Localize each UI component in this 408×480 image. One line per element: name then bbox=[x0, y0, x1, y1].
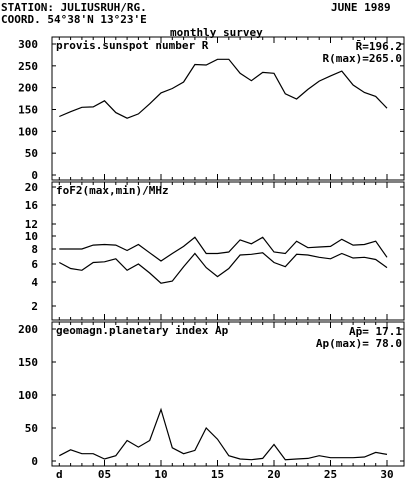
series-line-2 bbox=[59, 252, 388, 284]
max-annotation: Ap(max)= 78.0 bbox=[316, 337, 402, 350]
y-tick-label: 0 bbox=[31, 455, 38, 468]
x-tick-label: 05 bbox=[98, 468, 111, 480]
station-label: STATION: JULIUSRUH/RG. bbox=[1, 1, 147, 14]
y-tick-label: 100 bbox=[18, 125, 38, 138]
x-tick-label: 15 bbox=[211, 468, 224, 480]
series-line-1 bbox=[59, 236, 388, 262]
panel-frame-3 bbox=[51, 321, 405, 467]
panel-title: provis.sunspot number R bbox=[56, 39, 209, 52]
survey-label: monthly survey bbox=[170, 26, 263, 39]
y-tick-label: 8 bbox=[31, 243, 38, 256]
y-tick-label: 0 bbox=[31, 169, 38, 182]
mean-annotation: Ap̄= 17.1 bbox=[349, 325, 402, 338]
panel-frame-2 bbox=[51, 181, 405, 321]
y-tick-label: 150 bbox=[18, 104, 38, 117]
y-tick-label: 2 bbox=[31, 300, 38, 313]
panel-title: foF2(max,min)/MHz bbox=[56, 184, 169, 197]
y-tick-label: 200 bbox=[18, 82, 38, 95]
y-tick-label: 20 bbox=[25, 181, 38, 194]
y-tick-label: 200 bbox=[18, 323, 38, 336]
x-tick-label: d bbox=[56, 468, 63, 480]
panel-title: geomagn.planetary index Ap bbox=[56, 324, 229, 337]
y-tick-label: 100 bbox=[18, 389, 38, 402]
panel-frame-1 bbox=[51, 36, 405, 181]
x-tick-label: 30 bbox=[380, 468, 393, 480]
date-label: JUNE 1989 bbox=[331, 1, 391, 14]
y-tick-label: 16 bbox=[25, 199, 39, 212]
max-annotation: R(max)=265.0 bbox=[323, 52, 402, 65]
y-tick-label: 250 bbox=[18, 60, 38, 73]
y-tick-label: 12 bbox=[25, 218, 38, 231]
x-tick-label: 25 bbox=[324, 468, 337, 480]
y-tick-label: 6 bbox=[31, 258, 38, 271]
y-tick-label: 10 bbox=[25, 230, 38, 243]
y-tick-label: 50 bbox=[25, 147, 38, 160]
y-tick-label: 50 bbox=[25, 422, 38, 435]
x-tick-label: 10 bbox=[154, 468, 167, 480]
x-tick-label: 20 bbox=[267, 468, 280, 480]
y-tick-label: 4 bbox=[31, 276, 38, 289]
coordinates-label: COORD. 54°38'N 13°23'E bbox=[1, 13, 147, 26]
series-line-1 bbox=[59, 407, 388, 461]
y-tick-label: 150 bbox=[18, 356, 38, 369]
mean-annotation: R̄=196.2 bbox=[356, 40, 402, 53]
series-line-1 bbox=[59, 58, 388, 119]
y-tick-label: 300 bbox=[18, 38, 38, 51]
